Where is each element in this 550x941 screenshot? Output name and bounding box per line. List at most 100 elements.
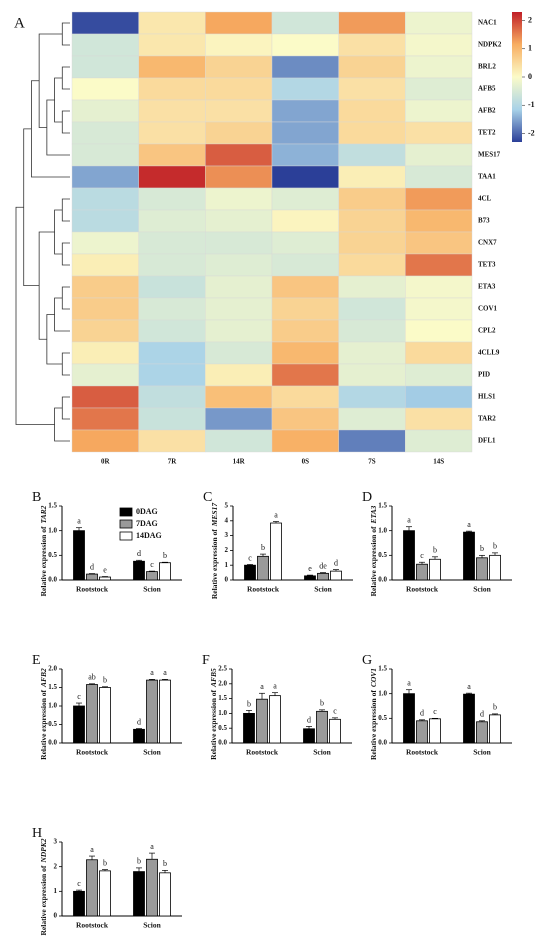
bar bbox=[476, 557, 488, 581]
heatmap-cell bbox=[71, 187, 139, 211]
heatmap-cell bbox=[271, 33, 339, 57]
bar bbox=[329, 718, 341, 744]
significance-letter: a bbox=[467, 682, 471, 691]
heatmap-cell bbox=[405, 429, 473, 453]
error-bar bbox=[247, 564, 253, 566]
error-bar bbox=[320, 572, 326, 574]
row-label: NAC1 bbox=[478, 19, 497, 27]
heatmap-cell bbox=[138, 143, 206, 167]
heatmap-cell bbox=[405, 385, 473, 409]
bar bbox=[146, 571, 158, 581]
heatmap-cell bbox=[205, 231, 273, 255]
bar bbox=[303, 728, 315, 744]
x-tick-label: Rootstock bbox=[76, 585, 109, 594]
dendrogram-branch bbox=[31, 80, 70, 178]
y-label-gene: ETA3 bbox=[369, 505, 378, 524]
y-label-text: Relative expression of bbox=[210, 529, 219, 599]
significance-letter: d bbox=[137, 549, 141, 558]
heatmap-cell bbox=[71, 209, 139, 233]
heatmap-cell bbox=[271, 341, 339, 365]
y-tick-label: 0.0 bbox=[48, 739, 57, 747]
heatmap-cell bbox=[338, 77, 406, 101]
error-bar bbox=[149, 679, 155, 681]
error-bar bbox=[479, 720, 485, 722]
row-label: CNX7 bbox=[478, 239, 497, 247]
bar bbox=[316, 710, 328, 744]
row-label: TAR2 bbox=[478, 415, 496, 423]
error-bar bbox=[333, 569, 339, 572]
significance-letter: d bbox=[420, 709, 424, 718]
x-tick-label: Scion bbox=[473, 748, 491, 757]
significance-letter: a bbox=[260, 682, 264, 691]
heatmap-cell bbox=[138, 429, 206, 453]
significance-letter: a bbox=[77, 517, 81, 526]
error-bar bbox=[306, 726, 312, 729]
x-tick-label: Scion bbox=[313, 748, 331, 757]
significance-letter: a bbox=[150, 668, 154, 677]
bar bbox=[159, 679, 171, 744]
x-tick-label: Rootstock bbox=[247, 585, 280, 594]
row-label: 4CL bbox=[478, 195, 492, 203]
x-tick-label: Scion bbox=[143, 748, 161, 757]
bar bbox=[256, 698, 268, 744]
panel-letter: A bbox=[14, 15, 25, 31]
error-bar bbox=[319, 709, 325, 712]
row-label: 4CLL9 bbox=[478, 349, 500, 357]
y-tick-label: 1.0 bbox=[48, 702, 57, 710]
heatmap-cell bbox=[71, 165, 139, 189]
y-label-text: Relative expression of bbox=[39, 526, 48, 596]
row-label: NDPK2 bbox=[478, 41, 502, 49]
heatmap-cell bbox=[338, 209, 406, 233]
heatmap-cell bbox=[71, 275, 139, 299]
significance-letter: d bbox=[307, 715, 311, 724]
heatmap-cell bbox=[205, 11, 273, 35]
error-bar bbox=[149, 852, 155, 860]
significance-letter: e bbox=[103, 565, 107, 574]
heatmap-cell bbox=[338, 231, 406, 255]
error-bar bbox=[102, 869, 108, 871]
y-tick-label: 0 bbox=[54, 912, 58, 920]
heatmap-cell bbox=[205, 209, 273, 233]
panel-letter: G bbox=[362, 653, 372, 668]
error-bar bbox=[466, 530, 472, 533]
heatmap-cell bbox=[271, 165, 339, 189]
heatmap-cell bbox=[138, 363, 206, 387]
heatmap-cell bbox=[338, 33, 406, 57]
heatmap-cell bbox=[205, 275, 273, 299]
error-bar bbox=[406, 689, 412, 694]
significance-letter: b bbox=[261, 543, 265, 552]
heatmap-cell bbox=[405, 253, 473, 277]
heatmap-cell bbox=[205, 33, 273, 57]
dendrogram bbox=[15, 22, 70, 442]
legend-swatch bbox=[119, 531, 133, 541]
heatmap-cell bbox=[138, 319, 206, 343]
row-label: ETA3 bbox=[478, 283, 496, 291]
significance-letter: b bbox=[163, 859, 167, 868]
error-bar bbox=[432, 556, 438, 560]
y-tick-label: 4 bbox=[225, 516, 229, 524]
heatmap-cell bbox=[271, 363, 339, 387]
column-label: 14S bbox=[433, 458, 444, 466]
dendrogram-branch bbox=[61, 242, 70, 266]
heatmap-cell bbox=[338, 297, 406, 321]
heatmap-cell bbox=[205, 385, 273, 409]
heatmap-cell bbox=[338, 275, 406, 299]
heatmap-cell bbox=[138, 99, 206, 123]
dendrogram-branch bbox=[61, 286, 70, 310]
dendrogram-branch bbox=[61, 66, 70, 90]
y-tick-label: 1.0 bbox=[378, 689, 387, 697]
heatmap-cell bbox=[405, 99, 473, 123]
heatmap-cell bbox=[138, 385, 206, 409]
heatmap-cell bbox=[338, 187, 406, 211]
bar bbox=[244, 564, 256, 581]
y-axis-label: Relative expression of ETA3 bbox=[369, 505, 378, 596]
bar bbox=[133, 871, 145, 917]
y-label-gene: COV1 bbox=[369, 668, 378, 687]
significance-letter: d bbox=[480, 710, 484, 719]
heatmap-cell bbox=[138, 407, 206, 431]
heatmap-cell bbox=[405, 407, 473, 431]
heatmap-cell bbox=[71, 143, 139, 167]
row-label: PID bbox=[478, 371, 490, 379]
error-bar bbox=[76, 527, 82, 531]
error-bar bbox=[272, 692, 278, 696]
